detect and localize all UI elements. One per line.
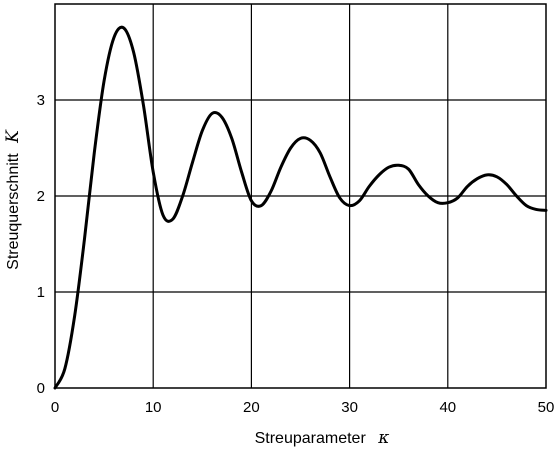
y-tick-label: 3 — [37, 92, 45, 109]
series-line — [53, 25, 548, 390]
y-axis-label: Streuquerschnitt — [5, 153, 22, 270]
y-tick-labels: 0 1 2 3 — [37, 92, 45, 397]
x-axis-title: Streuparameter κ — [255, 428, 390, 448]
x-tick-label: 0 — [51, 399, 59, 416]
x-tick-label: 10 — [145, 399, 162, 416]
y-tick-label: 1 — [37, 284, 45, 301]
x-tick-label: 30 — [341, 399, 358, 416]
plot-frame — [54, 3, 547, 389]
x-tick-labels: 0 10 20 30 40 50 — [51, 399, 555, 416]
x-tick-label: 50 — [538, 399, 555, 416]
x-tick-label: 20 — [243, 399, 260, 416]
x-axis-label: Streuparameter — [255, 430, 367, 447]
y-tick-label: 2 — [37, 188, 45, 205]
y-tick-label: 0 — [37, 380, 45, 397]
y-axis-symbol: K — [3, 129, 23, 144]
x-tick-label: 40 — [439, 399, 456, 416]
grid-lines — [55, 4, 546, 388]
x-axis-symbol: κ — [377, 428, 389, 448]
y-axis-title: Streuquerschnitt K — [3, 129, 23, 270]
